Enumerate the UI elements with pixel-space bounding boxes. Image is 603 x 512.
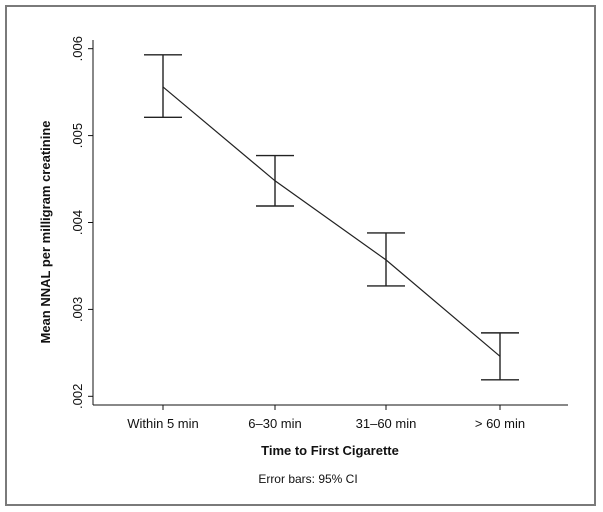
y-tick-label: .005 <box>70 123 85 148</box>
y-tick-label: .004 <box>70 210 85 235</box>
y-tick-label: .003 <box>70 297 85 322</box>
y-axis-title: Mean NNAL per milligram creatinine <box>38 121 53 344</box>
x-tick-label: 6–30 min <box>248 416 301 431</box>
x-axis-title: Time to First Cigarette <box>261 443 399 458</box>
error-bar-note: Error bars: 95% CI <box>258 472 357 486</box>
x-tick-label: > 60 min <box>475 416 525 431</box>
x-tick-label: Within 5 min <box>127 416 199 431</box>
axes: .002 .003 .004 .005 .006 Within 5 min 6–30 min… <box>70 36 568 431</box>
data-marks <box>144 54 519 381</box>
y-tick-label: .006 <box>70 36 85 61</box>
chart-frame <box>5 5 596 506</box>
x-tick-label: 31–60 min <box>356 416 417 431</box>
y-tick-label: .002 <box>70 384 85 409</box>
series-line <box>162 86 501 357</box>
